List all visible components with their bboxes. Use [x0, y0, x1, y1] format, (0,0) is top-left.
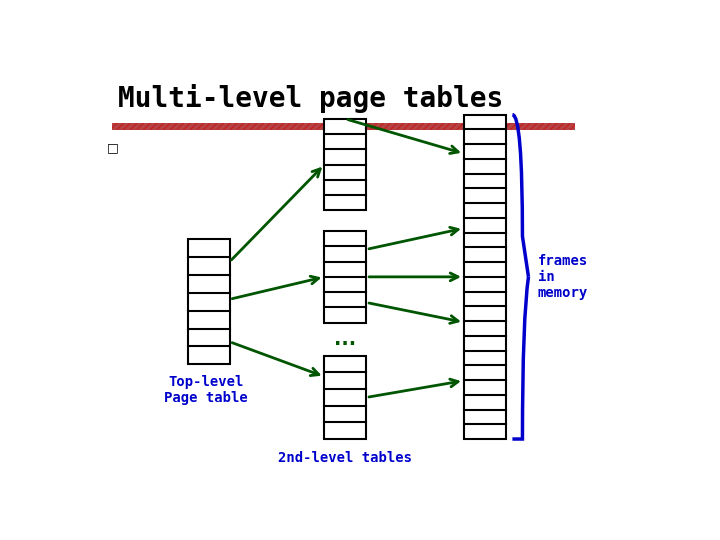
Bar	[112, 123, 575, 131]
Bar	[324, 356, 366, 439]
Bar	[464, 114, 505, 439]
Bar	[188, 239, 230, 364]
Text: Multi-level page tables: Multi-level page tables	[118, 84, 503, 112]
Bar	[324, 231, 366, 322]
Text: Top-level
Page table: Top-level Page table	[164, 375, 248, 405]
Text: ...: ...	[334, 330, 356, 349]
Text: □: □	[107, 141, 119, 154]
Text: frames
in
memory: frames in memory	[538, 254, 588, 300]
Bar	[324, 119, 366, 210]
Text: 2nd-level tables: 2nd-level tables	[279, 451, 413, 465]
Bar	[112, 123, 575, 131]
